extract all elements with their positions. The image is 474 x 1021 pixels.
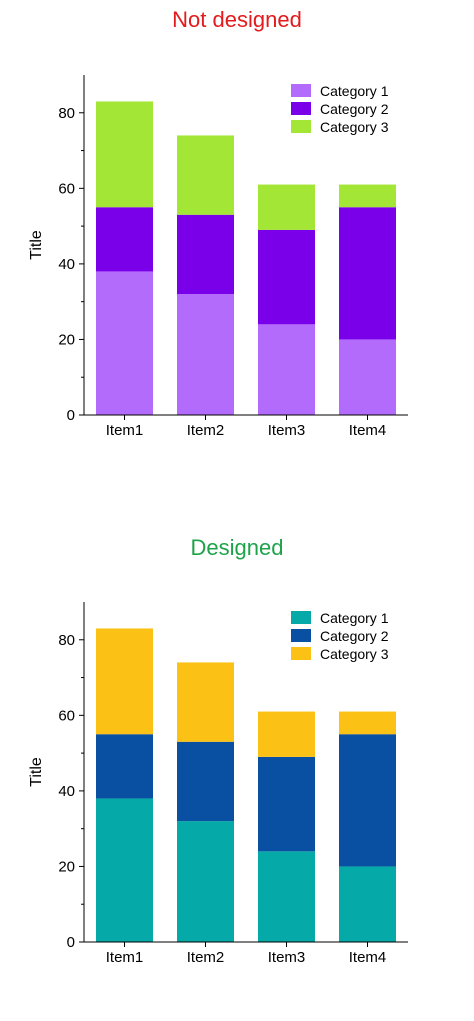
bar-item1-series-3 bbox=[96, 101, 153, 208]
legend-swatch-1 bbox=[291, 611, 311, 624]
x-tick-label: Item4 bbox=[349, 422, 387, 439]
bar-item4-series-1 bbox=[339, 866, 396, 942]
x-tick-label: Item1 bbox=[106, 949, 144, 966]
bar-item4-series-1 bbox=[339, 339, 396, 415]
bar-item1-series-2 bbox=[96, 734, 153, 799]
legend-label-3: Category 3 bbox=[320, 119, 389, 135]
x-tick-label: Item2 bbox=[187, 949, 225, 966]
bar-item2-series-3 bbox=[177, 135, 234, 215]
bar-item1-series-1 bbox=[96, 798, 153, 942]
bar-item3-series-2 bbox=[258, 756, 315, 852]
legend-label-1: Category 1 bbox=[320, 610, 389, 626]
panel-title-top: Not designed bbox=[172, 7, 302, 32]
y-tick-label: 0 bbox=[67, 407, 75, 424]
bar-item2-series-3 bbox=[177, 662, 234, 742]
x-tick-label: Item3 bbox=[268, 949, 306, 966]
y-tick-label: 20 bbox=[58, 331, 75, 348]
bar-item1-series-3 bbox=[96, 628, 153, 735]
bar-item3-series-3 bbox=[258, 711, 315, 757]
bar-item3-series-2 bbox=[258, 229, 315, 325]
y-tick-label: 60 bbox=[58, 707, 75, 724]
bar-item3-series-3 bbox=[258, 184, 315, 230]
y-tick-label: 80 bbox=[58, 632, 75, 649]
bar-item2-series-2 bbox=[177, 741, 234, 822]
y-axis-label: Title bbox=[28, 757, 45, 787]
bar-item2-series-1 bbox=[177, 821, 234, 942]
bar-item1-series-2 bbox=[96, 207, 153, 272]
x-tick-label: Item1 bbox=[106, 422, 144, 439]
bar-item1-series-1 bbox=[96, 271, 153, 415]
x-tick-label: Item2 bbox=[187, 422, 225, 439]
legend-label-2: Category 2 bbox=[320, 101, 389, 117]
legend-swatch-2 bbox=[291, 102, 311, 115]
legend-label-2: Category 2 bbox=[320, 628, 389, 644]
legend-label-1: Category 1 bbox=[320, 83, 389, 99]
chart-not-designed: Item1 Item2 Item3 Item4 0 20 40 60 80 Title Catego… bbox=[28, 75, 408, 439]
legend-swatch-2 bbox=[291, 629, 311, 642]
bar-item3-series-1 bbox=[258, 851, 315, 942]
chart-designed: Item1 Item2 Item3 Item4 0 20 40 60 80 Title Catego… bbox=[28, 602, 408, 966]
bar-item4-series-2 bbox=[339, 207, 396, 340]
y-tick-label: 40 bbox=[58, 256, 75, 273]
y-tick-label: 80 bbox=[58, 105, 75, 122]
y-tick-label: 40 bbox=[58, 783, 75, 800]
y-tick-label: 20 bbox=[58, 858, 75, 875]
y-axis-label: Title bbox=[28, 230, 45, 260]
x-tick-label: Item4 bbox=[349, 949, 387, 966]
x-tick-label: Item3 bbox=[268, 422, 306, 439]
bar-item2-series-2 bbox=[177, 214, 234, 295]
y-tick-label: 0 bbox=[67, 934, 75, 951]
bar-item4-series-2 bbox=[339, 734, 396, 867]
legend-swatch-3 bbox=[291, 647, 311, 660]
y-tick-label: 60 bbox=[58, 180, 75, 197]
bar-item2-series-1 bbox=[177, 294, 234, 415]
bar-item3-series-1 bbox=[258, 324, 315, 415]
legend-label-3: Category 3 bbox=[320, 646, 389, 662]
bar-item4-series-3 bbox=[339, 184, 396, 208]
panel-title-bottom: Designed bbox=[190, 535, 284, 560]
bar-item4-series-3 bbox=[339, 711, 396, 735]
legend-swatch-3 bbox=[291, 120, 311, 133]
legend-swatch-1 bbox=[291, 84, 311, 97]
